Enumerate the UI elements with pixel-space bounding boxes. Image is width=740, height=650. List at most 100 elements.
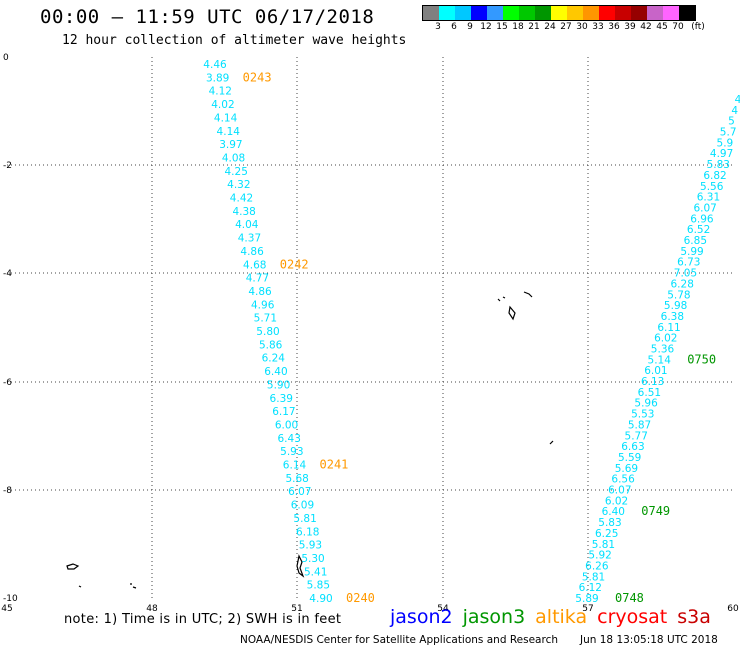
x-tick-label: 60 [727, 604, 739, 614]
color-scale-label: 9 [467, 22, 473, 32]
color-scale-label: 18 [512, 22, 524, 32]
time-label: 0241 [320, 458, 349, 472]
swh-value: 5.59 [618, 452, 641, 464]
color-scale-label: 21 [528, 22, 540, 32]
y-tick-label: -4 [3, 269, 12, 279]
swh-value: 4.02 [211, 99, 234, 111]
swh-value: 6.11 [657, 322, 680, 334]
swh-value: 5 [728, 116, 735, 128]
swh-value: 5.30 [301, 553, 324, 565]
color-swatch [503, 6, 519, 20]
color-swatch [567, 6, 583, 20]
swh-value: 5.99 [680, 246, 703, 258]
x-tick-label: 45 [1, 604, 12, 614]
swh-value: 6.07 [693, 202, 716, 214]
swh-value: 5.69 [615, 463, 638, 475]
color-scale-bar [422, 5, 696, 21]
swh-value: 4.42 [230, 193, 253, 205]
time-label: 0242 [280, 257, 309, 271]
color-swatch [439, 6, 455, 20]
swh-value: 5.9 [717, 137, 734, 149]
color-scale-label: 30 [576, 22, 588, 32]
footer-credit: NOAA/NESDIS Center for Satellite Applica… [240, 634, 558, 646]
swh-value: 6.12 [579, 582, 602, 594]
swh-value: 5.96 [634, 398, 658, 410]
island-outlines [66, 291, 554, 589]
swh-value: 3.89 [206, 72, 229, 84]
swh-value: 4.68 [243, 259, 266, 271]
axis-labels: 45 48 51 54 57 60 0 -2 -4 -6 -8 -10 [1, 53, 739, 614]
island-shape [508, 305, 516, 321]
swh-value: 4 [735, 94, 740, 106]
footer-timestamp: Jun 18 13:05:18 UTC 2018 [580, 634, 718, 646]
swh-value: 6.14 [283, 460, 307, 472]
x-tick-label: 48 [146, 604, 158, 614]
swh-value: 6.38 [661, 311, 684, 323]
color-swatch [423, 6, 439, 20]
color-scale-label: 27 [560, 22, 572, 32]
color-swatch [583, 6, 599, 20]
swh-value: 5.98 [664, 300, 687, 312]
swh-value: 4.77 [246, 273, 269, 285]
swh-value: 5.81 [293, 513, 316, 525]
time-label: 0240 [346, 591, 375, 605]
color-swatch [551, 6, 567, 20]
chart-subtitle: 12 hour collection of altimeter wave hei… [62, 33, 407, 48]
swh-value: 6.28 [671, 278, 694, 290]
swh-value: 6.56 [611, 474, 635, 486]
swh-value: 5.81 [592, 539, 615, 551]
x-tick-label: 54 [437, 604, 449, 614]
swh-value: 5.93 [280, 446, 303, 458]
time-label: 0748 [615, 591, 644, 605]
swh-value: 5.71 [254, 313, 277, 325]
swh-value: 5.83 [598, 517, 621, 529]
track-east: 4455.75.94.975.836.825.566.316.076.966.5… [575, 94, 740, 605]
island-shape [66, 563, 80, 570]
track-west: 4.463.894.124.024.144.143.974.084.254.32… [203, 59, 375, 605]
color-scale-label: 33 [592, 22, 604, 32]
footer-note: note: 1) Time is in UTC; 2) SWH is in fe… [64, 612, 342, 627]
swh-value: 6.02 [654, 333, 677, 345]
y-tick-label: -2 [3, 161, 12, 171]
color-swatch [599, 6, 615, 20]
swh-value: 5.80 [256, 326, 279, 338]
swh-value: 6.73 [677, 257, 700, 269]
color-swatch [487, 6, 503, 20]
color-swatch [663, 6, 679, 20]
swh-value: 4.86 [240, 246, 264, 258]
swh-value: 6.18 [296, 526, 319, 538]
color-scale-label: (ft) [691, 22, 705, 32]
island-shape [296, 554, 305, 578]
color-scale-label: 45 [656, 22, 668, 32]
color-scale-label: 15 [496, 22, 508, 32]
swh-value: 4.96 [251, 299, 275, 311]
island-shape [549, 440, 554, 445]
color-scale-label: 12 [480, 22, 492, 32]
swh-value: 5.87 [628, 419, 651, 431]
chart-title: 00:00 – 11:59 UTC 06/17/2018 [40, 6, 375, 28]
swh-value: 4.14 [217, 126, 241, 138]
swh-value: 5.36 [651, 344, 675, 356]
color-swatch [455, 6, 471, 20]
swh-value: 4.25 [225, 166, 248, 178]
swh-value: 4.04 [235, 219, 259, 231]
color-scale-labels: 3 6 9 12 15 18 21 24 27 30 33 36 39 42 45 70 (ft) [422, 22, 740, 34]
swh-value: 6.09 [291, 500, 314, 512]
swh-value: 6.13 [641, 376, 664, 388]
swh-value: 4.08 [222, 152, 245, 164]
swh-value: 6.39 [270, 393, 293, 405]
swh-value: 4 [731, 105, 738, 117]
y-tick-label: -6 [3, 378, 12, 388]
swh-value: 5.93 [299, 540, 322, 552]
color-scale-label: 42 [640, 22, 652, 32]
swh-value: 4.12 [209, 86, 232, 98]
mission-label: altika [535, 606, 588, 628]
mission-legend: jason2 jason3 altika cryosat s3a [390, 606, 711, 628]
swh-value: 6.51 [638, 387, 661, 399]
swh-value: 5.77 [625, 430, 648, 442]
color-scale-label: 70 [672, 22, 684, 32]
island-shape [130, 583, 137, 589]
swh-value: 6.63 [621, 441, 644, 453]
swh-value: 5.92 [588, 550, 611, 562]
